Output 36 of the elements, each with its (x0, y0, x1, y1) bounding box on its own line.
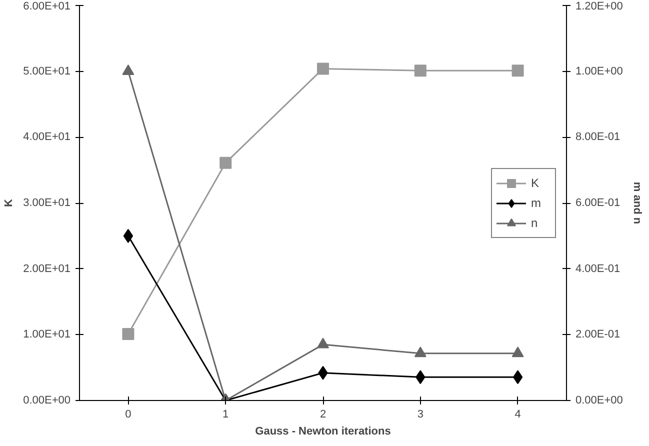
x-tick-label: 1 (222, 408, 229, 420)
y2-tick-label: 1.20E+00 (576, 0, 623, 12)
legend-label: K (531, 176, 540, 190)
y-tick-label: 0.00E+00 (23, 394, 70, 406)
x-axis-title: Gauss - Newton iterations (255, 426, 391, 438)
point (414, 64, 426, 77)
y-tick-label: 4.00E+01 (23, 131, 70, 144)
point (317, 62, 329, 75)
point (512, 346, 524, 358)
x-tick-label: 0 (125, 408, 132, 420)
legend-label: m (531, 196, 542, 210)
x-tick-label: 3 (417, 408, 424, 420)
point (122, 64, 134, 76)
y2-tick-label: 1.00E+00 (576, 65, 623, 78)
y2-tick-label: 8.00E-01 (576, 131, 620, 144)
y-tick-label: 5.00E+01 (23, 65, 70, 78)
point (123, 228, 134, 243)
y2-tick-label: 4.00E-01 (576, 262, 620, 275)
legend-label: n (531, 216, 539, 230)
x-tick-label: 2 (320, 408, 326, 420)
point (317, 338, 329, 348)
point (414, 346, 426, 358)
x-tick-label: 4 (514, 408, 521, 420)
point (512, 64, 524, 77)
y-tick-label: 6.00E+01 (23, 0, 70, 12)
y2-tick-label: 6.00E-01 (576, 197, 620, 209)
y2-axis-title: m and n (630, 182, 643, 224)
y2-tick-label: 2.00E-01 (576, 328, 620, 341)
y-tick-label: 3.00E+01 (23, 197, 70, 209)
y-tick-label: 2.00E+01 (23, 262, 70, 275)
point (220, 156, 232, 169)
y-tick-label: 1.00E+01 (23, 328, 70, 341)
point (512, 370, 523, 384)
point (122, 328, 134, 340)
y-axis-title: K (3, 198, 16, 207)
y2-tick-label: 0.00E+00 (576, 394, 623, 406)
